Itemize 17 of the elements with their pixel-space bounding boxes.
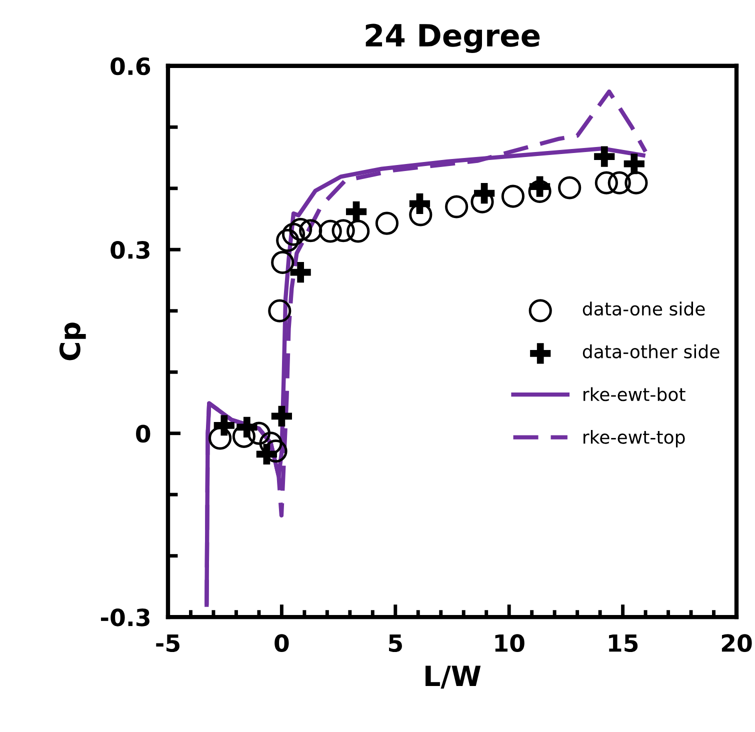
x-tick-label: 20	[722, 634, 752, 652]
legend-label: data-other side	[582, 344, 720, 358]
y-tick-label: 0.3	[110, 241, 150, 259]
x-tick-label: 0	[274, 634, 289, 652]
x-tick-label: 5	[389, 634, 402, 652]
legend-label: rke-ewt-bot	[584, 387, 686, 402]
legend-label: data-one side	[582, 302, 705, 316]
y-tick-label: -0.3	[100, 608, 150, 626]
y-tick-label: 0.6	[110, 57, 150, 76]
y-tick-label: 0	[136, 424, 150, 443]
chart-title: 24 Degree	[366, 24, 540, 54]
x-axis-title: L/W	[426, 666, 481, 689]
x-tick-label: -5	[156, 634, 180, 652]
x-tick-label: 10	[495, 634, 524, 652]
legend-label: rke-ewt-top	[584, 430, 685, 448]
y-axis-title: Cp	[59, 322, 86, 360]
x-tick-label: 15	[609, 634, 638, 652]
